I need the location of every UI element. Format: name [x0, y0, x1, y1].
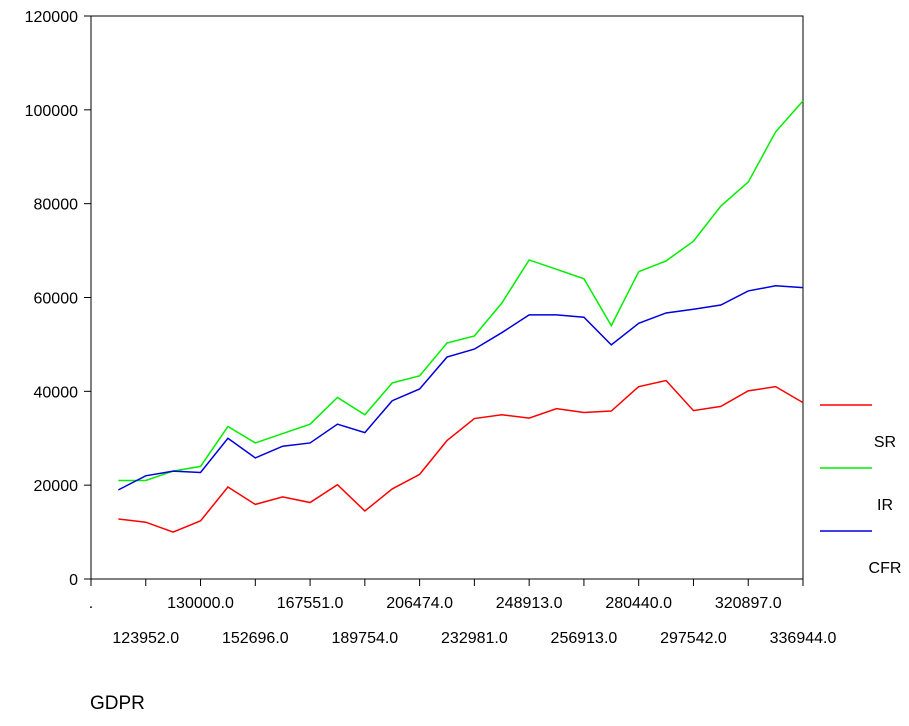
x-tick-label: 123952.0	[112, 630, 179, 647]
series-line	[118, 379, 804, 533]
y-tick-label: 40000	[34, 384, 79, 401]
x-tick-label: 280440.0	[605, 595, 672, 612]
x-tick-label: 256913.0	[551, 630, 618, 647]
series-line	[118, 285, 804, 491]
y-tick-label: 20000	[34, 478, 79, 495]
series-line	[118, 100, 804, 482]
x-tick-label: 206474.0	[386, 595, 453, 612]
legend-label: SR	[874, 434, 896, 451]
y-tick-label: 60000	[34, 291, 79, 308]
x-tick-label: .	[89, 595, 93, 612]
y-tick-label: 80000	[34, 197, 79, 214]
x-tick-label: 320897.0	[715, 595, 782, 612]
legend-label: CFR	[869, 560, 902, 577]
x-tick-label: 152696.0	[222, 630, 289, 647]
x-tick-label: 297542.0	[660, 630, 727, 647]
legend-label: IR	[877, 497, 893, 514]
x-tick-label: 248913.0	[496, 595, 563, 612]
x-tick-label: 336944.0	[770, 630, 837, 647]
x-tick-label: 130000.0	[167, 595, 234, 612]
x-axis-label: GDPR	[90, 693, 145, 714]
y-tick-label: 0	[69, 572, 78, 589]
x-tick-label: 189754.0	[331, 630, 398, 647]
plot-frame	[90, 15, 804, 580]
x-tick-label: 232981.0	[441, 630, 508, 647]
x-tick-label: 167551.0	[277, 595, 344, 612]
y-tick-label: 100000	[25, 103, 78, 120]
y-tick-label: 120000	[25, 9, 78, 26]
